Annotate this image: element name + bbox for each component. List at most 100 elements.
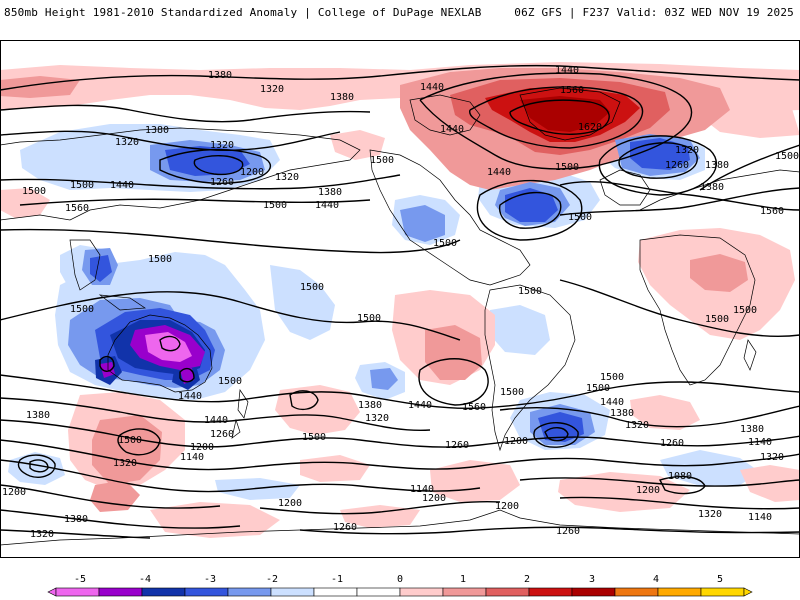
contour-label: 1260 — [445, 440, 469, 451]
contour-label: 1500 — [555, 162, 579, 173]
contour-label: 1500 — [302, 432, 326, 443]
contour-label: 1380 — [740, 424, 764, 435]
colorbar-tick: 0 — [397, 574, 403, 585]
contour-label: 1440 — [110, 180, 134, 191]
contour-label: 1140 — [410, 484, 434, 495]
contour-label: 1320 — [115, 137, 139, 148]
colorbar-segment — [55, 587, 100, 597]
contour-label: 1500 — [568, 212, 592, 223]
colorbar-arrow-right — [743, 587, 753, 597]
colorbar-segment — [485, 587, 530, 597]
colorbar-segment — [571, 587, 616, 597]
colorbar-tick: -3 — [204, 574, 216, 585]
colorbar-segment — [528, 587, 573, 597]
colorbar-tick: 2 — [524, 574, 530, 585]
colorbar-segment — [442, 587, 487, 597]
colorbar-segment — [313, 587, 358, 597]
contour-label: 1440 — [204, 415, 228, 426]
contour-label: 1500 — [357, 313, 381, 324]
contour-label: 1500 — [370, 155, 394, 166]
colorbar-segment — [614, 587, 659, 597]
contour-label: 1380 — [145, 125, 169, 136]
contour-label: 1500 — [518, 286, 542, 297]
contour-label: 1320 — [30, 529, 54, 540]
anomaly-map: 1380 1440 1560 1620 1440 1500 1260 1380 … — [0, 40, 800, 558]
contour-label: 1440 — [420, 82, 444, 93]
contour-label: 1500 — [775, 151, 799, 162]
contour-label: 1200 — [422, 493, 446, 504]
contour-label: 1380 — [610, 408, 634, 419]
contour-label: 1500 — [70, 304, 94, 315]
coastlines — [0, 87, 800, 546]
colorbar-segment — [184, 587, 229, 597]
contour-label: 1380 — [26, 410, 50, 421]
colorbar-segment — [657, 587, 702, 597]
contour-label: 1380 — [700, 182, 724, 193]
contour-label: 1200 — [2, 487, 26, 498]
colorbar-tick: -1 — [331, 574, 343, 585]
contour-label: 1320 — [675, 145, 699, 156]
contour-label: 1260 — [660, 438, 684, 449]
colorbar-segment — [227, 587, 272, 597]
colorbar-segment — [700, 587, 745, 597]
colorbar-tick: 1 — [460, 574, 466, 585]
contour-label: 1380 — [705, 160, 729, 171]
contour-label: 1200 — [278, 498, 302, 509]
contour-label: 1500 — [218, 376, 242, 387]
contour-label: 1500 — [70, 180, 94, 191]
colorbar: -5 -4 -3 -2 -1 0 1 2 3 4 5 — [47, 574, 753, 597]
contour-label: 1620 — [578, 122, 602, 133]
colorbar-tick: 5 — [717, 574, 723, 585]
contour-label: 1320 — [260, 84, 284, 95]
contour-label: 1260 — [665, 160, 689, 171]
contour-label: 1320 — [113, 458, 137, 469]
colorbar-tick: 3 — [589, 574, 595, 585]
contour-label: 1560 — [560, 85, 584, 96]
contour-label: 1200 — [495, 501, 519, 512]
contour-label: 1320 — [210, 140, 234, 151]
contour-label: 1500 — [586, 383, 610, 394]
contour-label: 1140 — [180, 452, 204, 463]
colorbar-segment — [356, 587, 401, 597]
contour-label: 1560 — [462, 402, 486, 413]
model-run-info: 06Z GFS | F237 Valid: 03Z WED NOV 19 202… — [514, 6, 794, 19]
contour-label: 1380 — [208, 70, 232, 81]
contour-label: 1140 — [748, 512, 772, 523]
contour-label: 1440 — [440, 124, 464, 135]
contour-label: 1260 — [210, 177, 234, 188]
contour-label: 1320 — [365, 413, 389, 424]
contour-label: 1140 — [748, 437, 772, 448]
contour-label: 1380 — [358, 400, 382, 411]
contour-label: 1260 — [210, 429, 234, 440]
contour-label: 1500 — [433, 238, 457, 249]
contour-label: 1440 — [600, 397, 624, 408]
contour-label: 1560 — [760, 206, 784, 217]
height-contours — [0, 64, 800, 539]
colorbar-arrow-left — [47, 587, 57, 597]
contour-label: 1500 — [500, 387, 524, 398]
contour-label: 1560 — [65, 203, 89, 214]
contour-label: 1440 — [408, 400, 432, 411]
contour-label: 1320 — [275, 172, 299, 183]
colorbar-segment — [141, 587, 186, 597]
contour-label: 1200 — [636, 485, 660, 496]
contour-label: 1380 — [330, 92, 354, 103]
contour-label: 1320 — [760, 452, 784, 463]
colorbar-segments — [47, 587, 753, 597]
contour-label: 1320 — [698, 509, 722, 520]
contour-label: 1500 — [600, 372, 624, 383]
colorbar-tick: -4 — [139, 574, 151, 585]
colorbar-segment — [399, 587, 444, 597]
colorbar-ticks: -5 -4 -3 -2 -1 0 1 2 3 4 5 — [74, 574, 723, 585]
contour-label: 1500 — [300, 282, 324, 293]
contour-label: 1500 — [705, 314, 729, 325]
contour-label: 1380 — [64, 514, 88, 525]
contour-label: 1260 — [333, 522, 357, 533]
contour-label: 1080 — [668, 471, 692, 482]
colorbar-segment — [98, 587, 143, 597]
contour-label: 1200 — [240, 167, 264, 178]
contour-label: 1200 — [504, 436, 528, 447]
contour-labels: 1380 1440 1560 1620 1440 1500 1260 1380 … — [2, 65, 799, 540]
contour-label: 1500 — [22, 186, 46, 197]
contour-label: 1440 — [178, 391, 202, 402]
